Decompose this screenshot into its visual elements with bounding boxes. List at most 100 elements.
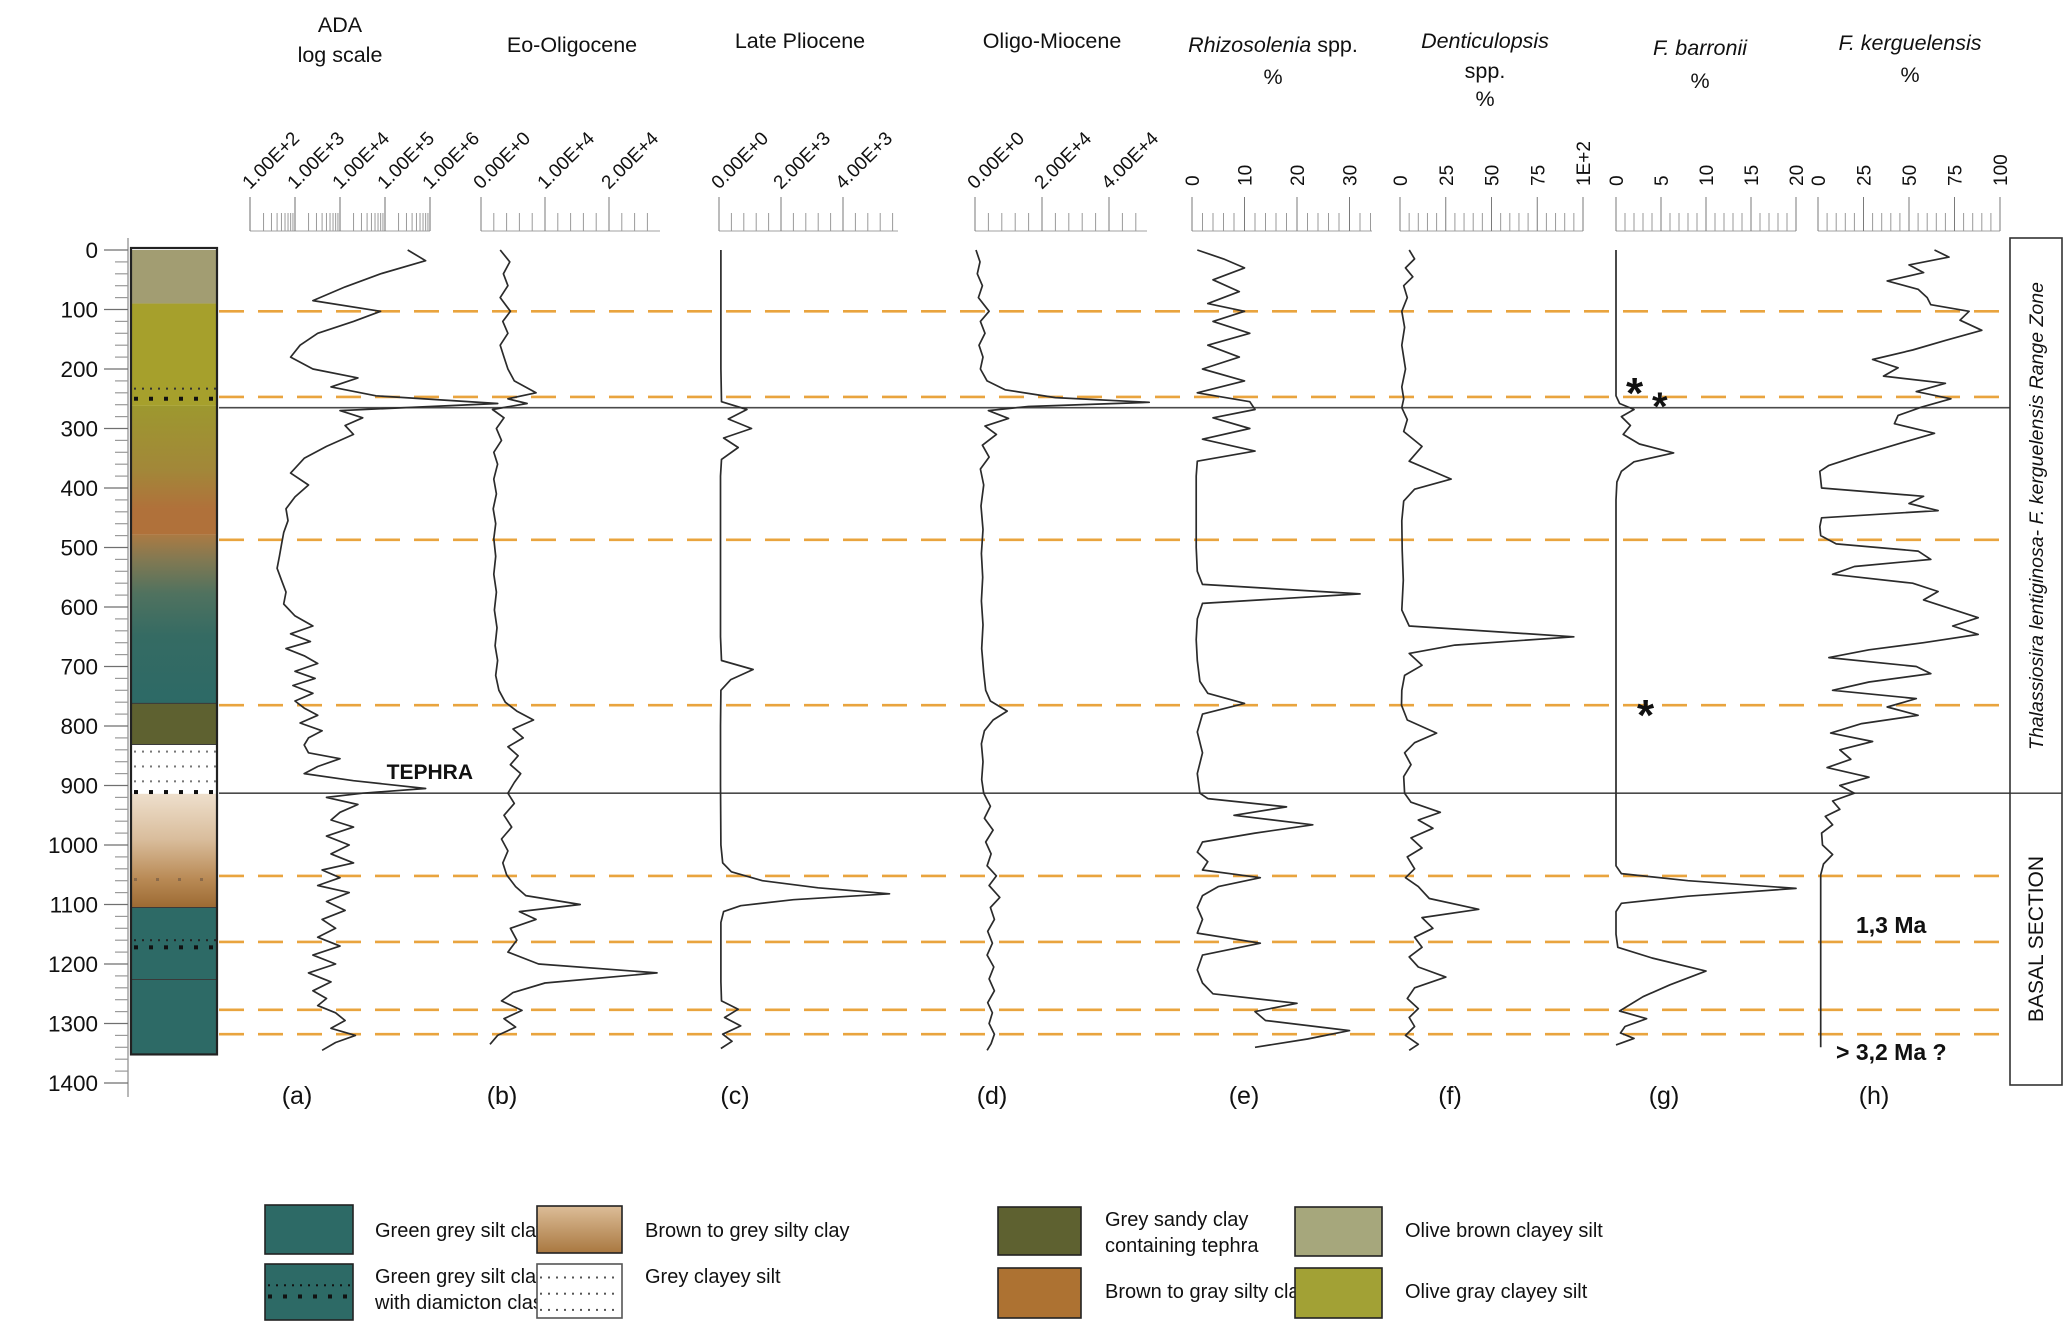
panel-title: Eo-Oligocene [507, 33, 637, 57]
clast-dot [164, 790, 168, 795]
clast-dot [343, 1294, 347, 1299]
clast-dot [284, 1284, 286, 1287]
clast-dot [158, 765, 160, 768]
clast-dot [149, 945, 153, 950]
clast-dot [328, 1294, 332, 1299]
panel-e: 0 10 20 30 Rhizosolenia spp.% (e) [1183, 33, 1372, 1110]
tick-label: 75 [1946, 165, 1967, 186]
legend-label: Olive brown clayey silt [1405, 1220, 1603, 1242]
legend-swatch [1294, 1206, 1383, 1257]
depth-label: 600 [60, 595, 98, 620]
legend-item: Brown to gray silty clay [997, 1267, 1310, 1319]
clast-dot [198, 780, 200, 783]
clast-dot [572, 1308, 574, 1311]
clast-dot [142, 387, 144, 390]
legend-label: Olive gray clayey silt [1405, 1281, 1588, 1303]
clast-dot [214, 780, 216, 783]
clast-dot [198, 387, 200, 390]
clast-dot [134, 750, 136, 753]
age-label-1-3ma: 1,3 Ma [1856, 912, 1927, 938]
legend-label: Grey clayey silt [645, 1266, 781, 1288]
tick-label: 2.00E+3 [770, 128, 835, 193]
clast-dot [206, 939, 208, 942]
panel-title: spp. [1465, 59, 1506, 83]
clast-dot [190, 939, 192, 942]
tick-label: 0 [1183, 175, 1204, 186]
axis-d: 0.00E+0 2.00E+4 4.00E+4 [964, 128, 1164, 232]
tick-label: 10 [1236, 165, 1257, 186]
clast-dot [134, 396, 138, 401]
clast-dot [548, 1308, 550, 1311]
lith-section [131, 744, 217, 794]
tick-label: 4.00E+4 [1098, 128, 1164, 194]
tick-label: 75 [1528, 165, 1549, 186]
legend-item: Green grey silt clay [264, 1204, 546, 1255]
axis-h: 0 25 50 75 100 [1809, 154, 2012, 232]
clast-dot [179, 790, 183, 795]
axis-b: 0.00E+01.00E+42.00E+4 [470, 128, 663, 232]
clast-dot [292, 1284, 294, 1287]
clast-dot [182, 765, 184, 768]
tick-label: 50 [1483, 165, 1504, 186]
depth-ruler: 0 100 200 300 400 500 600 700 800 900 1000 1100 1200… [48, 238, 129, 1097]
clast-dot [588, 1292, 590, 1295]
clast-dot [198, 765, 200, 768]
clast-dot [182, 939, 184, 942]
legend-swatch [997, 1267, 1082, 1319]
clast-dot [316, 1284, 318, 1287]
clast-dot [268, 1284, 270, 1287]
clast-dot [174, 780, 176, 783]
clast-dot [588, 1308, 590, 1311]
legend-swatch [264, 1263, 354, 1321]
clast-dot [604, 1308, 606, 1311]
clast-dot [134, 945, 138, 950]
clast-dot [142, 750, 144, 753]
clast-dot [572, 1292, 574, 1295]
curve-c [719, 250, 891, 1050]
clast-dot [564, 1276, 566, 1279]
depth-label: 900 [60, 774, 98, 799]
clast-dot [340, 1284, 342, 1287]
clast-dot [572, 1276, 574, 1279]
clast-dot [194, 945, 198, 950]
tick-label: 10 [1697, 165, 1718, 186]
range-zone-box: Thalassiosira lentiginosa- F. kerguelens… [2009, 237, 2063, 1086]
curve-d [975, 249, 1151, 1051]
legend-label: Brown to gray silty clay [1105, 1281, 1310, 1303]
legend-label: with diamicton clasts [374, 1292, 558, 1314]
clast-dot [596, 1292, 598, 1295]
clast-dot [206, 750, 208, 753]
legend-swatch [264, 1204, 354, 1255]
correlation-lines [219, 309, 2010, 1036]
clast-dot [214, 765, 216, 768]
panel-g: 0 5 10 15 20F. barronii%* **(g) [1607, 36, 1808, 1110]
clast-dot [612, 1292, 614, 1295]
panel-d: 0.00E+0 2.00E+4 4.00E+4 Oligo-Miocene (d) [964, 29, 1164, 1110]
tick-label: 0 [1391, 175, 1412, 186]
clast-dot [283, 1294, 287, 1299]
clast-dot [556, 1292, 558, 1295]
asterisk-marker: * [1652, 385, 1668, 429]
clast-dot [149, 396, 153, 401]
tick-label: 0.00E+0 [708, 128, 773, 193]
clast-dot [150, 765, 152, 768]
axis-c: 0.00E+02.00E+34.00E+3 [708, 128, 898, 232]
clast-dot [182, 387, 184, 390]
clast-dot [313, 1294, 317, 1299]
clast-dot [580, 1292, 582, 1295]
legend-item: Olive brown clayey silt [1294, 1206, 1603, 1257]
legend-swatch [536, 1263, 623, 1319]
clast-dot [158, 939, 160, 942]
panel-letter: (b) [487, 1082, 518, 1110]
curve-a [276, 249, 499, 1052]
curve-f [1400, 249, 1575, 1052]
clast-dot [158, 750, 160, 753]
clast-dot [276, 1284, 278, 1287]
clast-dot [179, 945, 183, 950]
clast-dot [156, 878, 159, 882]
clast-dot [596, 1308, 598, 1311]
clast-dot [209, 945, 213, 950]
clast-dot [214, 387, 216, 390]
